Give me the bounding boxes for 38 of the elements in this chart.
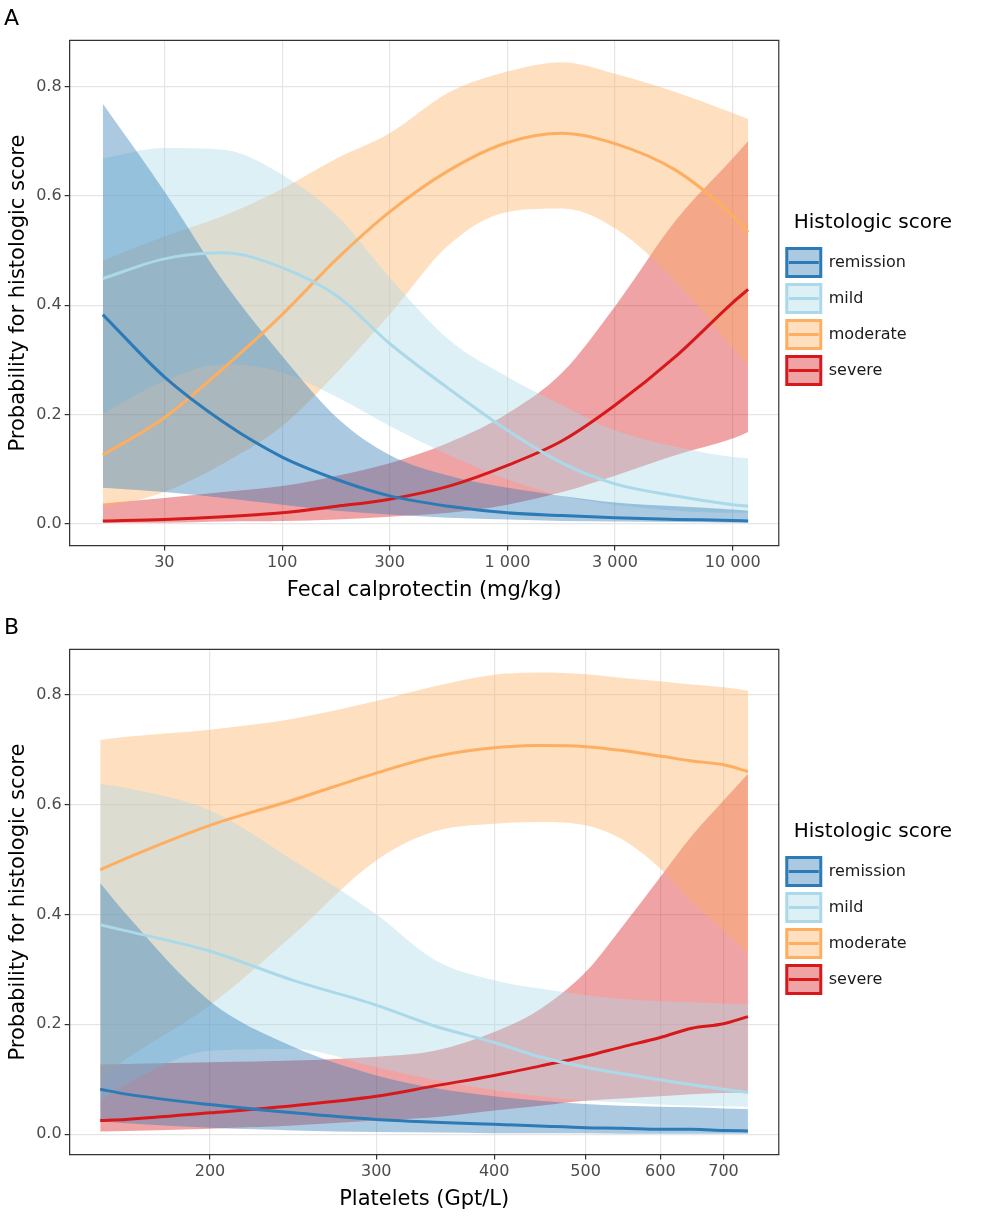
y-tick-label: 0.0 — [36, 512, 62, 532]
legend-title: Histologic score — [793, 208, 952, 233]
y-axis-title: Probability for histologic score — [5, 743, 30, 1061]
y-tick-label: 0.6 — [36, 185, 62, 205]
legend-label: severe — [828, 359, 883, 379]
y-tick-label: 0.8 — [36, 75, 62, 95]
x-tick-label: 1 000 — [484, 552, 531, 572]
x-axis-title: Fecal calprotectin (mg/kg) — [286, 576, 562, 601]
y-tick-label: 0.6 — [36, 793, 62, 813]
x-tick-label: 500 — [570, 1161, 601, 1181]
x-tick-label: 100 — [266, 552, 298, 572]
x-tick-label: 10 000 — [704, 552, 761, 572]
x-tick-label: 30 — [154, 552, 175, 572]
x-tick-label: 400 — [478, 1161, 510, 1181]
legend-label: moderate — [828, 932, 907, 952]
x-tick-label: 300 — [374, 552, 405, 572]
chart-title: A — [4, 4, 20, 30]
chart-title: B — [4, 613, 20, 639]
y-tick-label: 0.2 — [36, 1013, 62, 1033]
legend-label: severe — [828, 968, 883, 988]
x-axis-title: Platelets (Gpt/L) — [339, 1185, 510, 1210]
x-tick-label: 300 — [360, 1161, 392, 1181]
y-tick-label: 0.2 — [36, 403, 62, 423]
legend-label: mild — [828, 287, 864, 307]
legend-label: moderate — [828, 323, 907, 343]
legend-title: Histologic score — [793, 817, 952, 842]
legend-label: remission — [828, 251, 906, 271]
y-tick-label: 0.4 — [36, 294, 62, 314]
y-tick-label: 0.0 — [36, 1123, 62, 1143]
x-tick-label: 700 — [708, 1161, 739, 1181]
x-tick-label: 200 — [194, 1161, 226, 1181]
y-tick-label: 0.4 — [36, 903, 62, 923]
y-tick-label: 0.8 — [36, 683, 62, 703]
legend-label: mild — [828, 896, 864, 916]
x-tick-label: 3 000 — [592, 552, 638, 572]
y-axis-title: Probability for histologic score — [5, 134, 30, 452]
legend-label: remission — [828, 860, 906, 880]
x-tick-label: 600 — [645, 1161, 676, 1181]
